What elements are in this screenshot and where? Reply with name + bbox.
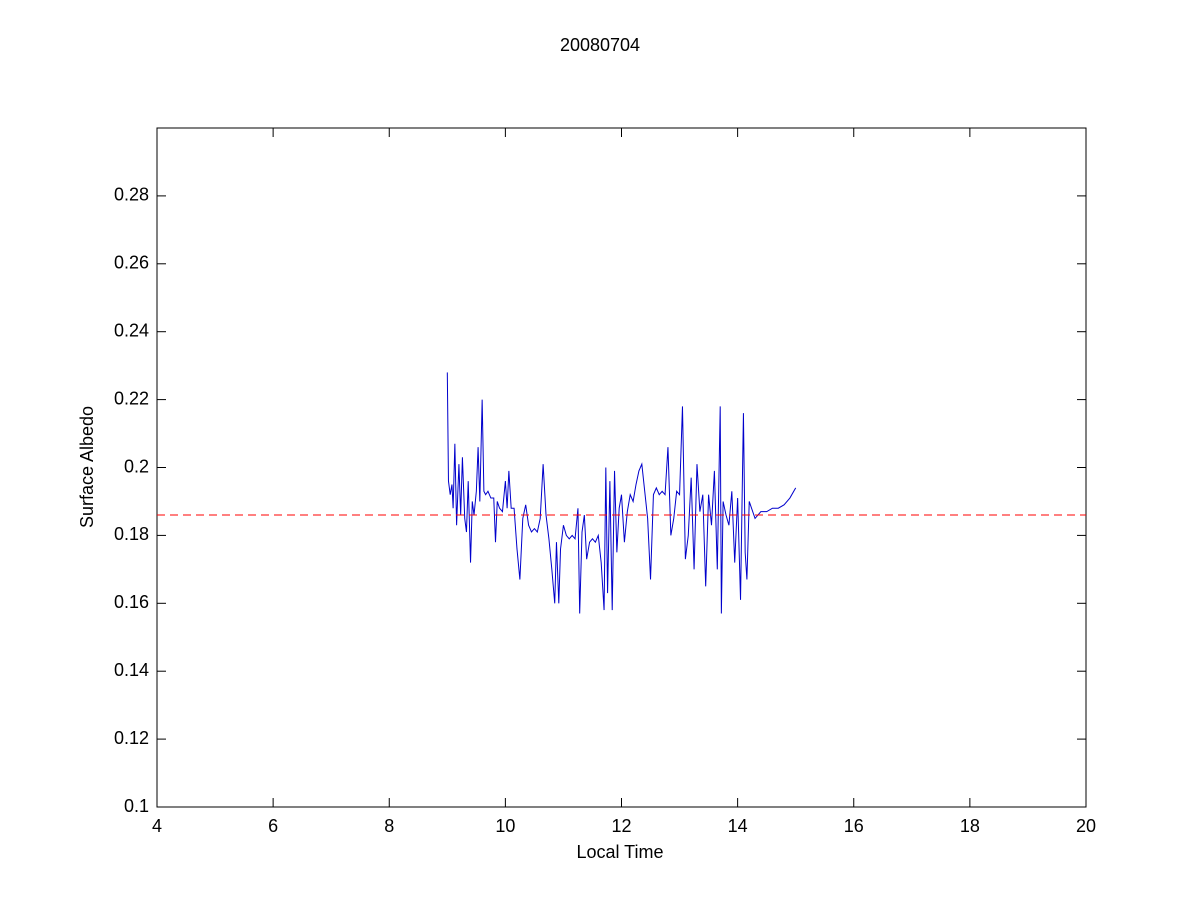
x-tick-label: 10 xyxy=(495,816,515,836)
x-tick-label: 8 xyxy=(384,816,394,836)
y-tick-label: 0.14 xyxy=(114,660,149,680)
plot-area xyxy=(156,127,1087,808)
x-tick-label: 6 xyxy=(268,816,278,836)
y-tick-label: 0.16 xyxy=(114,592,149,612)
y-axis-label: Surface Albedo xyxy=(77,406,97,528)
chart-title: 20080704 xyxy=(560,35,640,55)
y-tick-label: 0.22 xyxy=(114,388,149,408)
x-tick-label: 18 xyxy=(960,816,980,836)
x-tick-label: 12 xyxy=(611,816,631,836)
y-tick-label: 0.28 xyxy=(114,185,149,205)
x-tick-label: 16 xyxy=(844,816,864,836)
x-axis-label: Local Time xyxy=(576,842,663,862)
y-tick-label: 0.24 xyxy=(114,320,149,340)
y-tick-label: 0.12 xyxy=(114,728,149,748)
x-tick-label: 4 xyxy=(152,816,162,836)
y-tick-label: 0.1 xyxy=(124,796,149,816)
x-tick-label: 20 xyxy=(1076,816,1096,836)
y-tick-label: 0.2 xyxy=(124,456,149,476)
y-tick-label: 0.26 xyxy=(114,253,149,273)
y-tick-label: 0.18 xyxy=(114,524,149,544)
x-tick-label: 14 xyxy=(728,816,748,836)
data-line xyxy=(446,372,797,614)
